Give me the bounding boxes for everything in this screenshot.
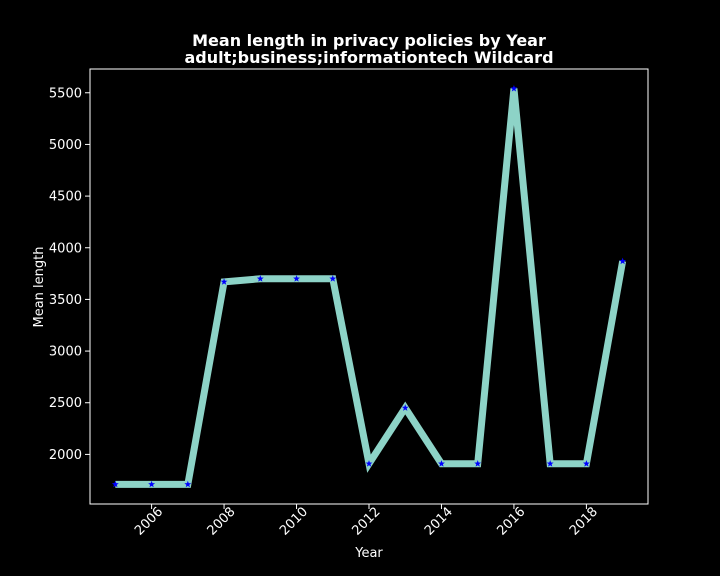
data-point-marker [111, 480, 119, 488]
data-point-marker [546, 460, 554, 467]
y-tick-label: 5000 [49, 138, 82, 153]
data-point-marker [220, 278, 228, 285]
data-point-marker [293, 275, 300, 282]
data-point-marker [148, 480, 156, 488]
data-point-marker [474, 460, 482, 467]
y-tick-label: 4500 [49, 190, 82, 205]
x-tick-label: 2016 [494, 505, 528, 539]
data-point-marker [510, 85, 518, 92]
plot-area-frame [89, 68, 649, 505]
data-point-marker [256, 275, 264, 282]
data-point-marker [365, 460, 373, 467]
x-axis: 2006 2008 2010 2012 2014 2016 2018 [132, 504, 601, 539]
x-tick-label: 2012 [350, 505, 384, 539]
x-tick-label: 2014 [422, 505, 456, 539]
y-tick-label: 4000 [49, 241, 82, 256]
chart-title: Mean length in privacy policies by Year [192, 31, 546, 50]
y-axis-label: Mean length [32, 247, 47, 328]
series-layer [111, 85, 627, 488]
y-axis: 2000 2500 3000 3500 4000 4500 5000 5500 [49, 86, 90, 463]
x-tick-label: 2010 [277, 505, 311, 539]
data-point-marker [582, 460, 590, 467]
x-tick-label: 2018 [567, 505, 601, 539]
chart-subtitle: adult;business;informationtech Wildcard [184, 48, 553, 67]
y-tick-label: 2500 [49, 396, 82, 411]
x-tick-label: 2008 [205, 505, 239, 539]
data-point-marker [329, 275, 337, 282]
data-point-marker [401, 404, 409, 411]
x-tick-label: 2006 [132, 505, 166, 539]
data-point-marker [619, 257, 627, 265]
y-tick-label: 2000 [49, 448, 82, 463]
x-axis-label: Year [354, 546, 383, 561]
data-point-marker [438, 460, 445, 467]
y-tick-label: 3000 [49, 345, 82, 360]
y-tick-label: 3500 [49, 293, 82, 308]
series-line [115, 88, 627, 488]
y-tick-label: 5500 [49, 86, 82, 101]
data-point-marker [184, 480, 192, 488]
